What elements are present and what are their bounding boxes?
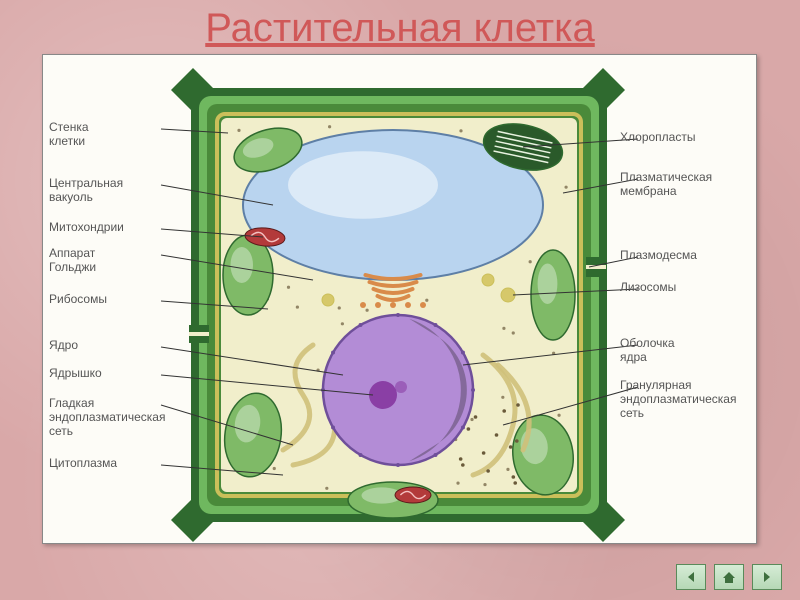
- label-right-3: Лизосомы: [620, 281, 740, 295]
- label-left-1: Центральная вакуоль: [49, 177, 169, 205]
- label-left-0: Стенка клетки: [49, 121, 169, 149]
- label-left-5: Ядро: [49, 339, 169, 353]
- label-left-8: Цитоплазма: [49, 457, 169, 471]
- label-right-4: Оболочка ядра: [620, 337, 740, 365]
- nav-next-button[interactable]: [752, 564, 782, 590]
- label-left-4: Рибосомы: [49, 293, 169, 307]
- label-right-5: Гранулярная эндоплазматическая сеть: [620, 379, 740, 420]
- label-left-3: Аппарат Гольджи: [49, 247, 169, 275]
- label-right-0: Хлоропласты: [620, 131, 740, 145]
- label-right-1: Плазматическая мембрана: [620, 171, 740, 199]
- nav-buttons: [676, 564, 782, 590]
- label-right-2: Плазмодесма: [620, 249, 740, 263]
- nav-prev-button[interactable]: [676, 564, 706, 590]
- label-left-7: Гладкая эндоплазматическая сеть: [49, 397, 169, 438]
- label-left-6: Ядрышко: [49, 367, 169, 381]
- label-left-2: Митохондрии: [49, 221, 169, 235]
- page-title: Растительная клетка: [0, 6, 800, 51]
- cell-diagram-frame: Стенка клетки Центральная вакуоль Митохонд…: [42, 54, 757, 544]
- nav-home-button[interactable]: [714, 564, 744, 590]
